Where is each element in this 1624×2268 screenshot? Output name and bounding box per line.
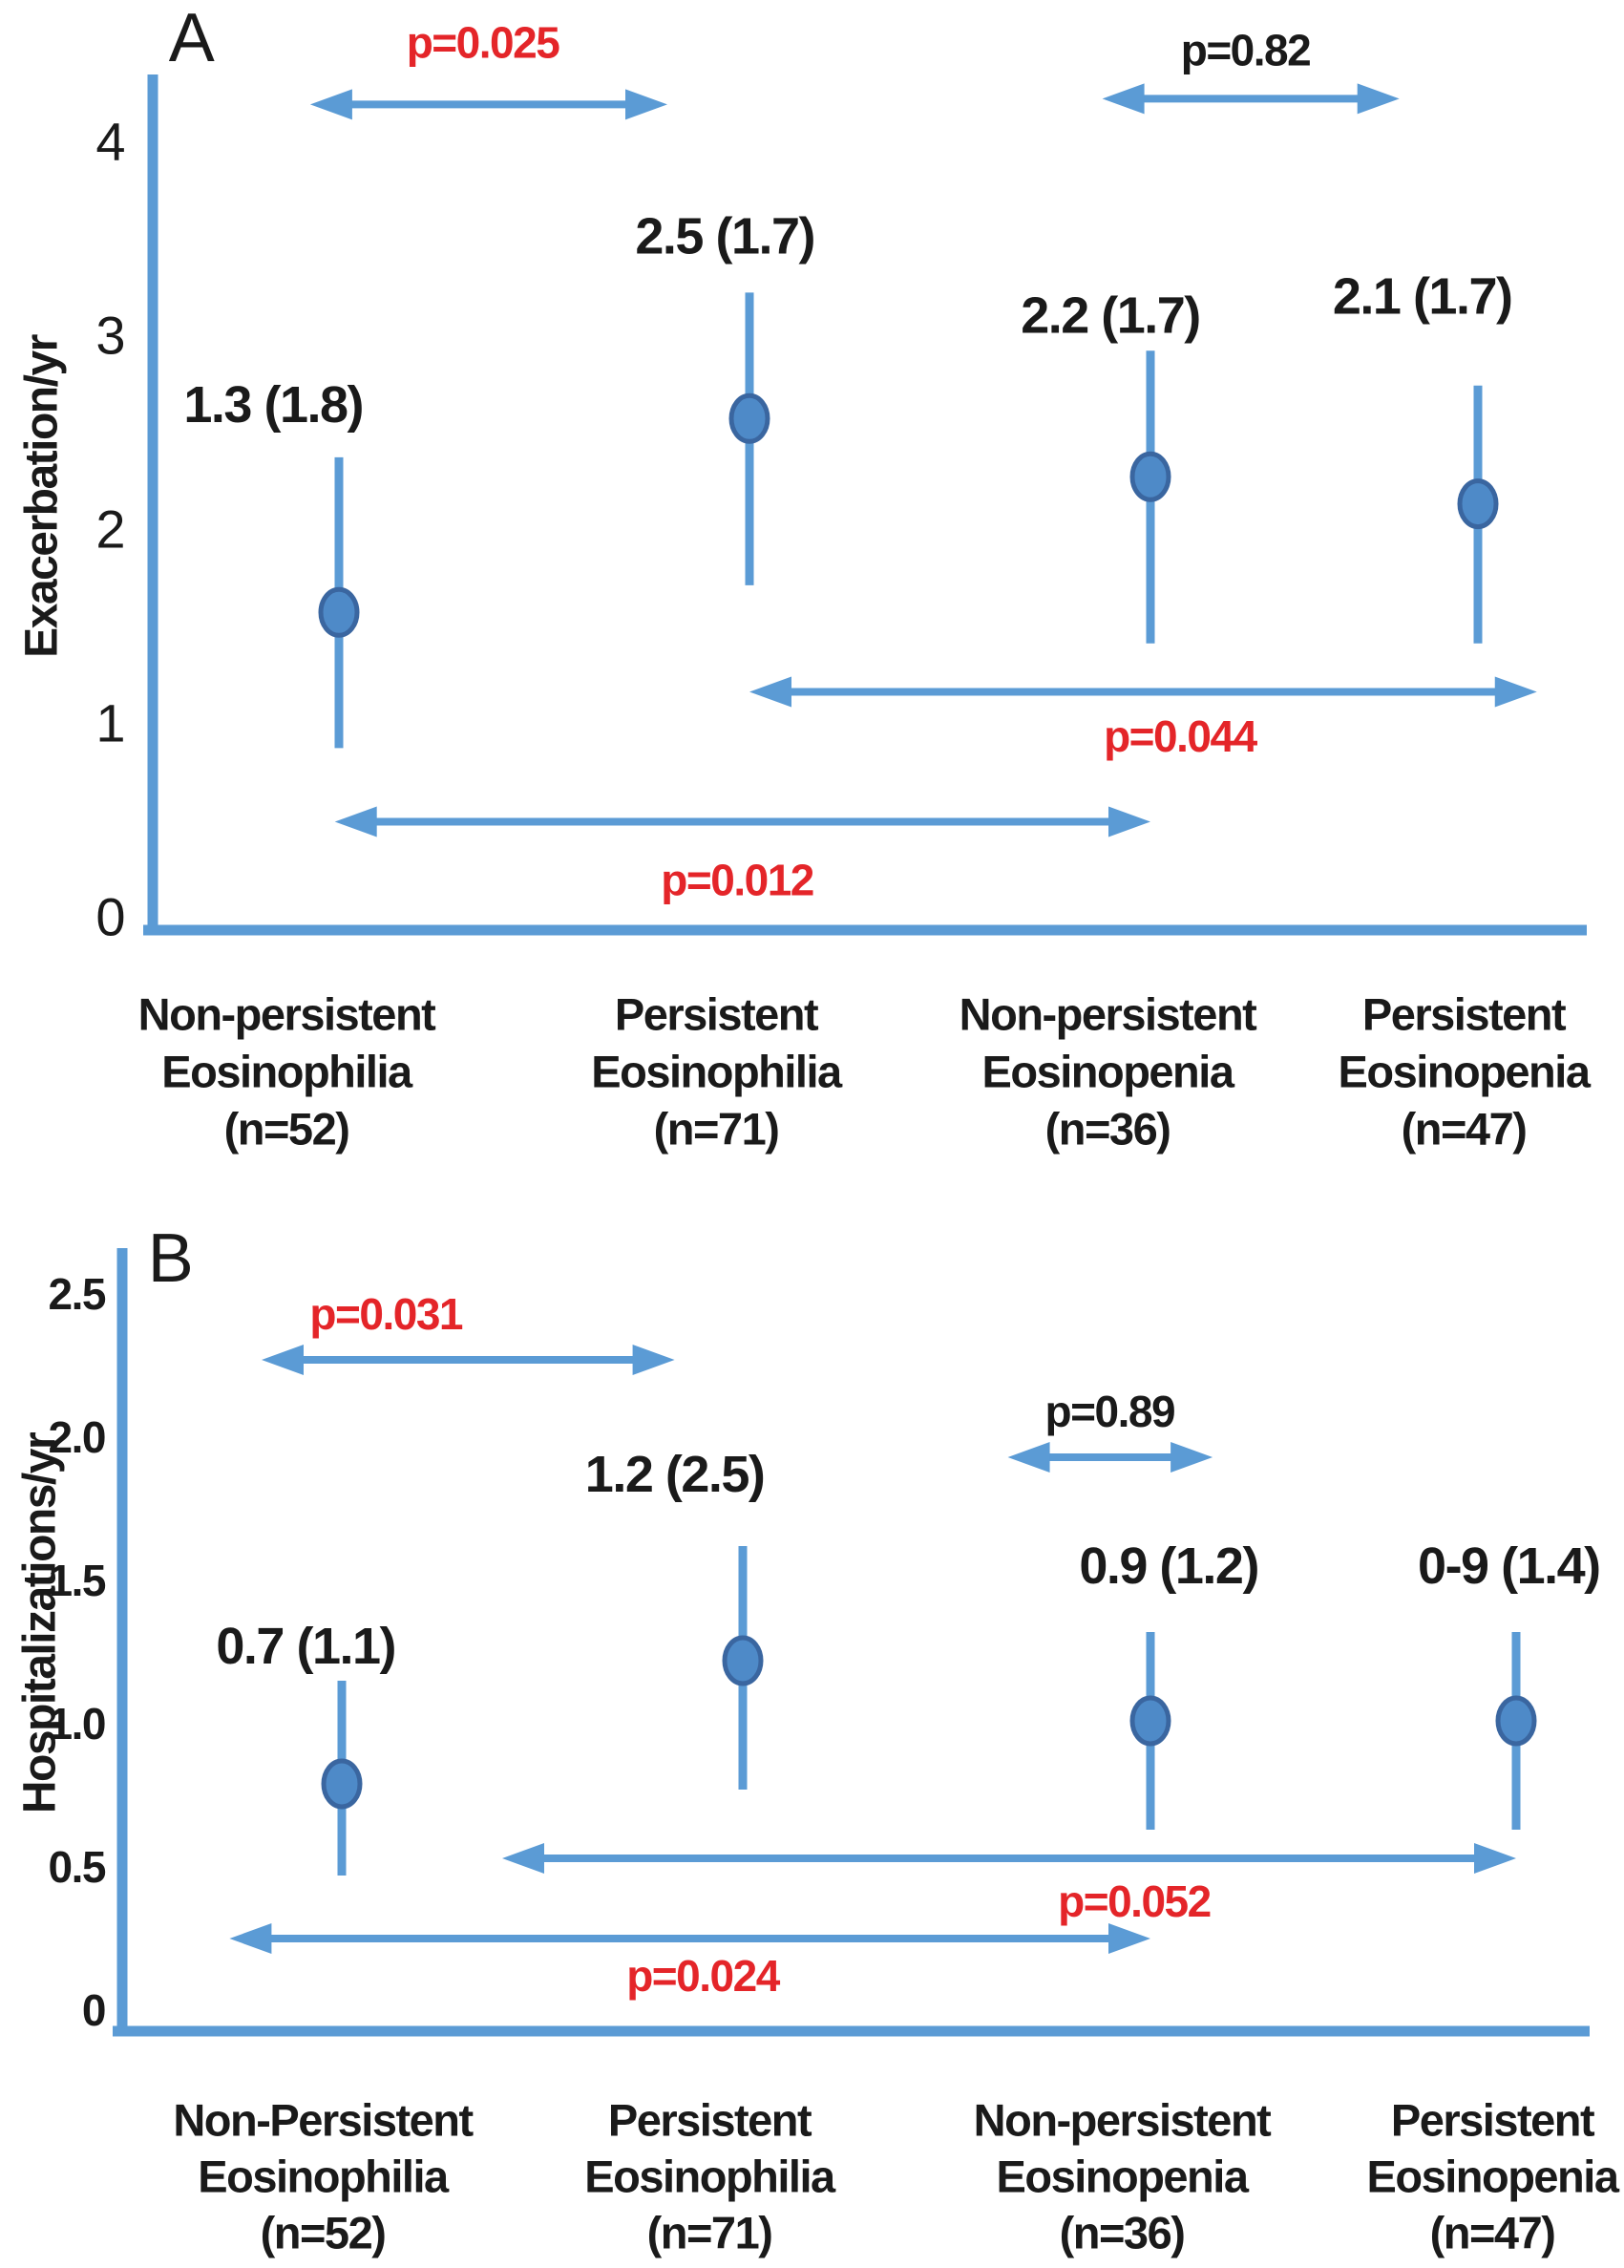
panel-b-y-tick-label: 0	[82, 1985, 105, 2035]
panel-a-pvalue-arrowhead-left	[334, 806, 377, 837]
panel-b-data-point-marker	[321, 1758, 363, 1810]
panel-a-point-value-label: 1.3 (1.8)	[183, 376, 363, 434]
panel-a-category-label: Non-persistent Eosinophilia (n=52)	[138, 989, 436, 1155]
panel-b-y-tick-label: 2.5	[49, 1269, 106, 1319]
panel-a-category-label-line: Non-persistent	[138, 989, 436, 1040]
panel-a-category-label: Persistent Eosinophilia (n=71)	[591, 989, 843, 1155]
panel-a-pvalue-arrowhead-left	[309, 89, 352, 120]
panel-a-pvalue-label: p=0.012	[661, 855, 813, 904]
panel-a-pvalue-arrowhead-left	[749, 676, 791, 708]
panel-a-y-tick-label: 1	[95, 693, 124, 753]
panel-b-category-label-line: (n=52)	[261, 2208, 386, 2258]
panel-b-point-value-label: 0-9 (1.4)	[1418, 1537, 1600, 1595]
panel-b-data-point-marker	[1129, 1695, 1171, 1747]
panel-a-data-point-marker	[318, 586, 360, 638]
panel-b-category-label-line: (n=47)	[1430, 2208, 1555, 2258]
panel-a-pvalue-label: p=0.82	[1181, 26, 1311, 75]
panel-b-pvalue-arrowhead-right	[1108, 1923, 1150, 1954]
panel-a-point-value-label: 2.1 (1.7)	[1333, 267, 1512, 325]
panel-b-pvalue-arrowhead-left	[229, 1923, 272, 1954]
panel-a-category-label-line: Eosinopenia	[982, 1047, 1235, 1097]
panel-a-category-label-line: Persistent	[1362, 989, 1567, 1040]
panel-a-y-tick-label: 0	[95, 887, 124, 947]
panel-b-pvalue-arrowhead-right	[1474, 1843, 1516, 1874]
panel-b-pvalue-arrowhead-left	[262, 1345, 304, 1375]
panel-a-category-label-line: Eosinophilia	[161, 1047, 413, 1097]
panel-a-category-label-line: (n=47)	[1402, 1104, 1527, 1155]
panel-a-y-tick-label: 2	[95, 499, 124, 560]
panel-b-y-tick-label: 0.5	[49, 1842, 106, 1892]
panel-a-category-label: Non-persistent Eosinopenia (n=36)	[960, 989, 1257, 1155]
panel-b-data-point-marker	[1495, 1695, 1537, 1747]
panel-b-category-label-line: (n=71)	[647, 2208, 772, 2258]
panel-b-pvalue-label: p=0.89	[1045, 1387, 1175, 1436]
panel-a-y-tick-label: 4	[95, 112, 124, 172]
panel-a-data-point-marker	[1457, 478, 1499, 530]
panel-b-category-label: Persistent Eosinopenia (n=47)	[1367, 2095, 1620, 2258]
panel-b-pvalue-label: p=0.031	[309, 1289, 462, 1339]
panel-b-point-value-label: 0.7 (1.1)	[216, 1618, 395, 1675]
panel-a-pvalue-label: p=0.044	[1104, 711, 1257, 761]
panel-a-data-point-marker	[1129, 451, 1171, 502]
panel-a-category-label-line: (n=52)	[224, 1104, 349, 1155]
panel-b-y-tick-label: 1.0	[49, 1699, 105, 1749]
panel-b-letter: B	[148, 1220, 193, 1297]
panel-b-y-axis-title: Hospitalizations/yr	[15, 1432, 66, 1813]
panel-b-category-label-line: Non-persistent	[974, 2095, 1272, 2146]
panel-b-category-label-line: Eosinophilia	[584, 2151, 836, 2202]
panel-b-pvalue-arrowhead-left	[1007, 1442, 1050, 1473]
panel-b-pvalue-arrowhead-right	[632, 1345, 675, 1375]
panel-a-y-tick-label: 3	[95, 306, 124, 366]
panel-b-category-label-line: Eosinopenia	[1367, 2151, 1620, 2202]
panel-a-point-value-label: 2.2 (1.7)	[1021, 287, 1200, 345]
panel-a-point-value-label: 2.5 (1.7)	[635, 207, 814, 265]
panel-a-pvalue-arrowhead-right	[1357, 83, 1400, 115]
panel-a-category-label-line: Non-persistent	[960, 989, 1257, 1040]
panel-b-category-label-line: Persistent	[608, 2095, 812, 2146]
panel-b-y-tick-label: 2.0	[49, 1412, 105, 1462]
panel-b-pvalue-arrowhead-right	[1171, 1442, 1213, 1473]
panel-a-pvalue-arrowhead-left	[1102, 83, 1145, 115]
panel-a-pvalue-arrowhead-right	[1108, 806, 1150, 837]
panel-a-category-label-line: Eosinopenia	[1339, 1047, 1592, 1097]
panel-a-data-point-marker	[728, 392, 770, 444]
panel-b-pvalue-label: p=0.052	[1058, 1876, 1211, 1926]
panel-a-category-label-line: (n=71)	[654, 1104, 779, 1155]
panel-b-category-label-line: Non-Persistent	[173, 2095, 474, 2146]
panel-a-y-axis-title: Exacerbation/yr	[17, 334, 68, 657]
panel-a-category-label-line: Eosinophilia	[591, 1047, 843, 1097]
panel-b-pvalue-label: p=0.024	[626, 1951, 780, 2001]
panel-b-category-label: Non-Persistent Eosinophilia (n=52)	[173, 2095, 474, 2258]
panel-b-category-label: Persistent Eosinophilia (n=71)	[584, 2095, 836, 2258]
panel-b-y-tick-label: 1.5	[49, 1556, 106, 1605]
panel-b-pvalue-arrowhead-left	[502, 1843, 544, 1874]
panel-a-category-label-line: (n=36)	[1045, 1104, 1171, 1155]
panel-b-data-point-marker	[722, 1635, 764, 1686]
panel-b-point-value-label: 1.2 (2.5)	[585, 1446, 765, 1503]
panel-a-category-label: Persistent Eosinopenia (n=47)	[1339, 989, 1592, 1155]
panel-a-pvalue-label: p=0.025	[407, 17, 559, 67]
panel-a-pvalue-arrowhead-right	[1494, 676, 1537, 708]
panel-b-category-label: Non-persistent Eosinopenia (n=36)	[974, 2095, 1272, 2258]
panel-b-point-value-label: 0.9 (1.2)	[1079, 1537, 1258, 1595]
panel-a-letter: A	[169, 0, 215, 76]
panel-a-category-label-line: Persistent	[615, 989, 819, 1040]
panel-a-pvalue-arrowhead-right	[625, 89, 667, 120]
panel-b-category-label-line: Persistent	[1391, 2095, 1595, 2146]
panel-b-category-label-line: (n=36)	[1060, 2208, 1185, 2258]
panel-b-category-label-line: Eosinopenia	[997, 2151, 1250, 2202]
panel-b-category-label-line: Eosinophilia	[198, 2151, 450, 2202]
